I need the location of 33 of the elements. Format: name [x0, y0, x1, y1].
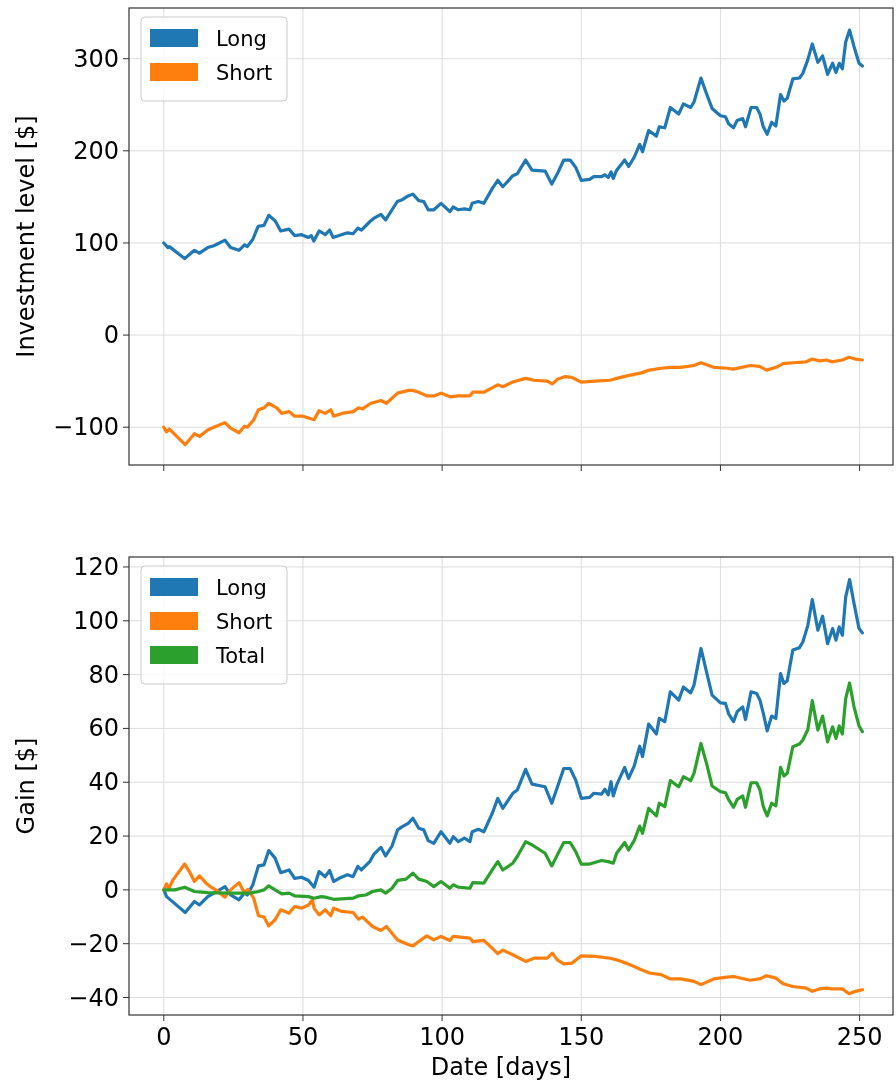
y-tick-label: 120 — [73, 552, 119, 581]
y-tick-label: 100 — [73, 228, 119, 257]
legend-label: Long — [216, 576, 267, 600]
y-tick-label: 300 — [73, 44, 119, 73]
line-series — [162, 28, 864, 261]
y-tick-label: −40 — [68, 983, 119, 1012]
y-axis-title: Gain [$] — [12, 737, 40, 835]
legend-label: Total — [215, 644, 266, 668]
y-tick-label: 100 — [73, 606, 119, 635]
line-series — [162, 355, 864, 447]
y-tick-label: 40 — [88, 768, 119, 797]
y-tick-label: 60 — [88, 714, 119, 743]
y-tick-label: 200 — [73, 136, 119, 165]
y-tick-label: 0 — [103, 875, 119, 904]
x-tick-label: 200 — [697, 1023, 744, 1051]
x-tick-label: 100 — [419, 1023, 466, 1051]
y-axis-title: Investment level [$] — [12, 115, 40, 358]
legend-label: Short — [216, 61, 273, 85]
legend-label: Long — [216, 27, 267, 51]
x-tick-label: 0 — [156, 1023, 172, 1051]
y-tick-label: 80 — [88, 660, 119, 689]
legend-label: Short — [216, 610, 273, 634]
line-series — [162, 862, 864, 996]
line-series — [162, 681, 864, 901]
x-tick-label: 250 — [836, 1023, 883, 1051]
y-tick-label: −20 — [68, 929, 119, 958]
y-tick-label: 20 — [88, 822, 119, 851]
x-tick-label: 50 — [287, 1023, 319, 1051]
y-tick-label: 0 — [103, 321, 119, 350]
x-tick-label: 150 — [558, 1023, 605, 1051]
line-series — [162, 578, 864, 915]
x-axis-title: Date [days] — [430, 1053, 572, 1081]
y-tick-label: −100 — [53, 413, 119, 442]
